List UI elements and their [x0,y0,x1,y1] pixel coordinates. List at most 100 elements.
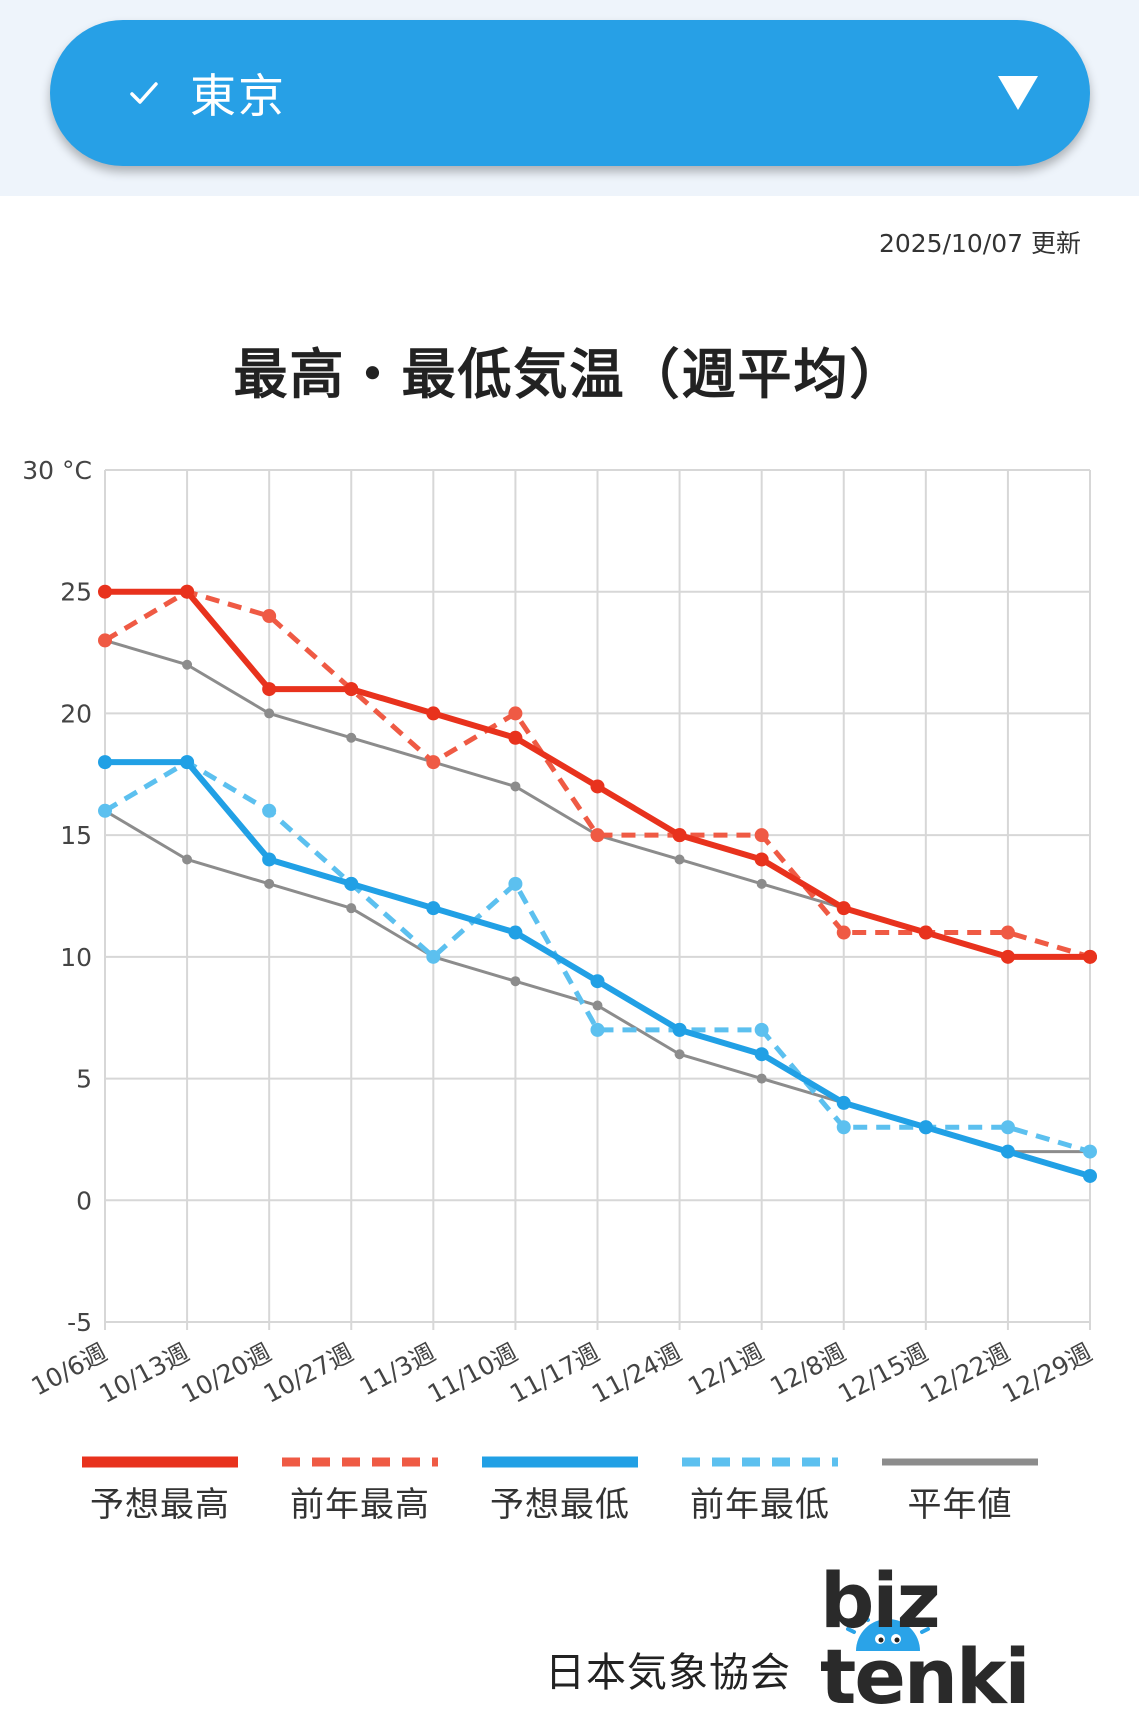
data-point-前年最低 [1083,1144,1097,1159]
data-point-予想最高 [590,779,605,794]
legend-swatch-forecast-low [482,1456,638,1468]
data-point-前年最低 [262,803,277,818]
data-point-平年低 [346,903,357,914]
updated-timestamp: 2025/10/07 更新 [878,229,1081,258]
data-point-予想最高 [508,730,523,745]
legend-label-forecast-high: 予想最高 [90,1485,230,1525]
data-point-平年高 [182,659,193,670]
triangle-down-icon[interactable] [996,74,1040,112]
legend-swatch-normal [882,1458,1038,1466]
data-point-予想最低 [344,876,359,891]
legend-label-forecast-low: 予想最低 [490,1485,630,1525]
data-point-予想最低 [98,755,112,770]
selector-band: 東京 [0,0,1139,196]
data-point-予想最低 [426,901,441,916]
data-point-前年最高 [1000,925,1015,940]
data-point-前年最低 [590,1022,605,1037]
data-point-前年最高 [262,609,277,624]
data-point-予想最低 [180,755,195,770]
y-tick-label: 25 [60,578,92,607]
data-point-平年高 [264,708,275,719]
data-point-平年低 [756,1073,767,1084]
x-tick-label: 10/13週 [95,1338,194,1409]
data-point-予想最低 [836,1095,851,1110]
brand-text: biz tenki [820,1556,1031,1721]
legend-label-normal: 平年値 [907,1485,1013,1525]
data-point-前年最高 [836,925,851,940]
legend-last-year-high: 前年最高 [275,1455,445,1526]
data-point-予想最高 [1083,949,1097,964]
sun-mascot-icon [846,1607,930,1651]
legend-swatch-last-year-high [282,1457,438,1467]
x-tick-label: 12/22週 [915,1338,1014,1409]
data-point-平年低 [592,1000,603,1011]
data-point-前年最低 [836,1120,851,1135]
data-point-予想最低 [918,1120,933,1135]
x-tick-label: 10/20週 [177,1338,276,1409]
y-tick-label: -5 [67,1308,92,1337]
data-point-予想最高 [180,584,195,599]
y-tick-label: 5 [76,1065,92,1094]
data-point-前年最低 [426,949,441,964]
y-tick-label: 0 [76,1186,92,1215]
data-point-前年最高 [98,633,112,648]
data-point-予想最高 [1000,949,1015,964]
x-tick-label: 12/1週 [683,1338,768,1402]
selected-region-label: 東京 [190,69,286,123]
legend-label-last-year-low: 前年最低 [690,1485,830,1525]
data-point-予想最低 [672,1022,687,1037]
y-tick-labels: -5 0 5 10 15 20 25 30 °C [22,456,92,1337]
data-point-予想最低 [590,974,605,989]
data-point-予想最高 [98,584,112,599]
y-tick-label: 15 [60,821,92,850]
data-point-前年最低 [1000,1120,1015,1135]
legend-label-last-year-high: 前年最高 [290,1485,430,1525]
data-point-予想最高 [754,852,769,867]
x-tick-label: 11/24週 [587,1338,686,1409]
data-point-平年高 [346,732,357,743]
legend-swatch-forecast-high [82,1456,238,1468]
data-point-予想最低 [262,852,277,867]
data-point-予想最高 [426,706,441,721]
data-point-平年高 [756,878,767,889]
legend-forecast-low: 予想最低 [475,1455,645,1526]
data-point-平年低 [182,854,193,865]
x-tick-label: 11/17週 [505,1338,604,1409]
org-name: 日本気象協会 [545,1650,791,1696]
data-point-前年最低 [508,876,523,891]
legend-swatch-last-year-low [682,1457,838,1467]
legend-last-year-low: 前年最低 [675,1455,845,1526]
y-tick-label: 30 °C [22,456,92,485]
y-tick-label: 20 [60,699,92,728]
data-point-予想最高 [918,925,933,940]
data-point-予想最低 [1000,1144,1015,1159]
x-tick-label: 12/15週 [833,1338,932,1409]
chart-grid [104,469,1091,1330]
x-tick-label: 10/27週 [259,1338,358,1409]
data-point-前年最低 [754,1022,769,1037]
data-point-平年低 [674,1049,685,1060]
data-point-予想最高 [836,901,851,916]
check-icon [130,82,158,104]
legend-normal: 平年値 [875,1455,1045,1526]
x-tick-labels: 10/6週10/13週10/20週10/27週11/3週11/10週11/17週… [27,1338,1097,1409]
data-point-予想最高 [344,682,359,697]
x-tick-label: 11/10週 [423,1338,522,1409]
data-point-前年最高 [426,755,441,770]
data-point-予想最低 [1083,1168,1097,1183]
y-tick-label: 10 [60,943,92,972]
region-selector[interactable]: 東京 [50,20,1090,166]
data-point-平年低 [510,976,521,987]
data-point-前年最高 [508,706,523,721]
data-point-前年最高 [590,828,605,843]
temperature-chart: -5 0 5 10 15 20 25 30 °C 10/6週10/13週10/20週10/27… [22,456,1097,1409]
brand-logo: biz tenki [820,1563,1110,1715]
data-point-予想最低 [754,1047,769,1062]
chart-series [98,584,1097,1183]
data-point-予想最高 [262,682,277,697]
data-point-予想最低 [508,925,523,940]
data-point-予想最高 [672,828,687,843]
data-point-平年低 [264,878,275,889]
data-point-前年最低 [98,803,112,818]
chart-title: 最高・最低気温（週平均） [233,343,906,406]
